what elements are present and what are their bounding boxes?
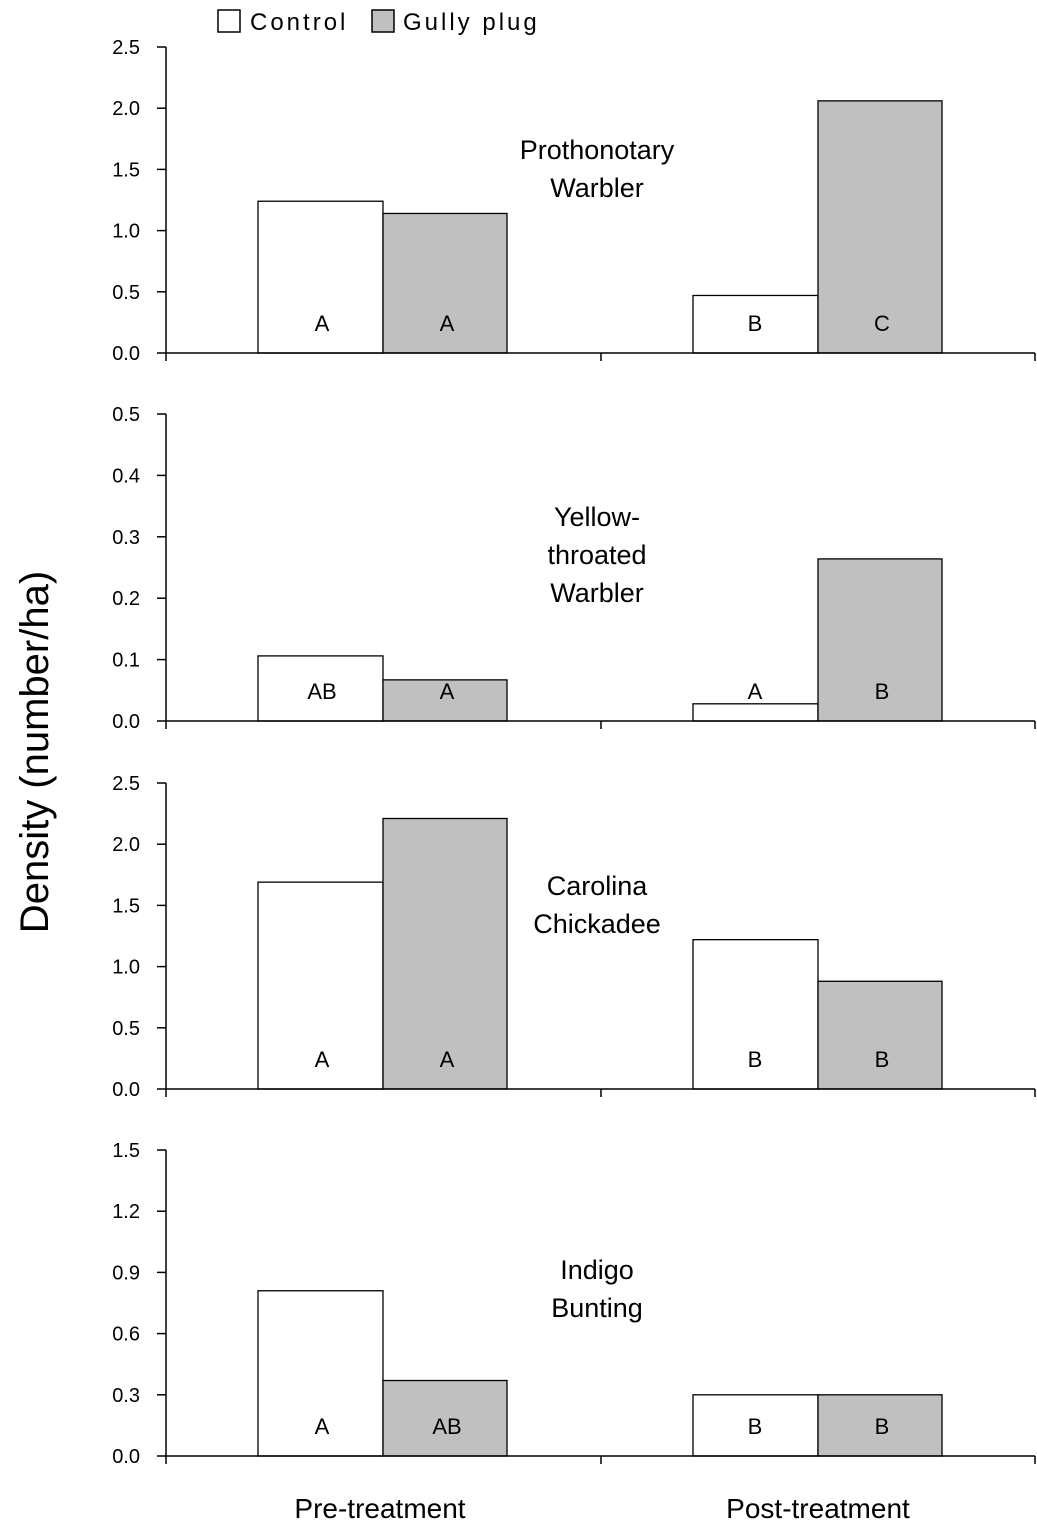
y-tick-label: 2.5 xyxy=(112,773,140,795)
x-category-label-pre: Pre-treatment xyxy=(294,1493,465,1524)
y-tick-label: 0.2 xyxy=(112,588,140,610)
bar-control-post xyxy=(692,294,819,354)
significance-letter: A xyxy=(315,1414,330,1439)
significance-letter: A xyxy=(440,311,455,336)
significance-letter: A xyxy=(748,679,763,704)
bar-control-pre xyxy=(257,655,384,722)
significance-letter: B xyxy=(748,1414,763,1439)
significance-letter: C xyxy=(874,311,890,336)
significance-letter: B xyxy=(748,1047,763,1072)
chart-panels: A BA C0.00.51.01.52.02.5ProthonotaryWarble… xyxy=(112,37,1036,1468)
significance-letter: A xyxy=(440,1047,455,1072)
significance-letter: AB xyxy=(307,679,336,704)
significance-letter: A xyxy=(315,1047,330,1072)
bar-gully-plug-pre xyxy=(382,212,508,354)
y-tick-label: 1.2 xyxy=(112,1201,140,1223)
bar-gully-plug-post xyxy=(817,558,943,722)
y-tick-label: 1.5 xyxy=(112,159,140,181)
species-label: Bunting xyxy=(551,1293,643,1323)
y-tick-label: 0.5 xyxy=(112,404,140,426)
bar-control-pre xyxy=(257,1290,384,1457)
y-tick-label: 1.0 xyxy=(112,957,140,979)
significance-letter: B xyxy=(748,311,763,336)
y-tick-label: 0.5 xyxy=(112,1018,140,1040)
y-tick-label: 0.3 xyxy=(112,527,140,549)
significance-letter: B xyxy=(875,1047,890,1072)
y-tick-label: 2.0 xyxy=(112,98,140,120)
bar-control-pre xyxy=(257,200,384,354)
legend-label-gully-plug: Gully plug xyxy=(403,9,540,36)
significance-letter: B xyxy=(875,679,890,704)
species-label: Yellow- xyxy=(554,502,640,532)
species-label: Warbler xyxy=(550,578,644,608)
species-label: Indigo xyxy=(560,1255,634,1285)
legend-swatch-gully-plug xyxy=(371,9,395,33)
x-category-label-post: Post-treatment xyxy=(726,1493,910,1524)
bar-control-post xyxy=(692,703,819,722)
significance-letter: A xyxy=(440,679,455,704)
y-axis-title: Density (number/ha) xyxy=(13,571,57,933)
chart-labels: Pre-treatment Post-treatment Density (numb… xyxy=(13,571,910,1524)
y-tick-label: 1.5 xyxy=(112,895,140,917)
y-tick-label: 2.5 xyxy=(112,37,140,59)
bar-gully-plug-pre xyxy=(382,817,508,1090)
species-label: Carolina xyxy=(547,871,649,901)
panel-2: AB AA B0.00.10.20.30.40.5Yellow-throatedWa… xyxy=(112,404,1036,733)
legend: Control Gully plug xyxy=(217,9,540,36)
y-tick-label: 0.3 xyxy=(112,1385,140,1407)
bar-control-pre xyxy=(257,881,384,1090)
species-label: throated xyxy=(547,540,646,570)
bar-gully-plug-post xyxy=(817,980,943,1090)
y-tick-label: 0.1 xyxy=(112,650,140,672)
y-tick-label: 0.6 xyxy=(112,1324,140,1346)
y-tick-label: 0.5 xyxy=(112,282,140,304)
y-tick-label: 0.9 xyxy=(112,1262,140,1284)
bar-gully-plug-post xyxy=(817,1394,943,1457)
significance-letter: AB xyxy=(432,1414,461,1439)
significance-letter: B xyxy=(875,1414,890,1439)
panel-1: A B A C 0.0 0.5 1.0 1.5 2.0 2.5 Prothonotary Warble… xyxy=(112,37,1036,365)
significance-letter: A xyxy=(315,311,330,336)
legend-swatch-control xyxy=(217,9,241,33)
y-tick-label: 1.5 xyxy=(112,1140,140,1162)
species-label: Chickadee xyxy=(533,909,661,939)
bar-gully-plug-post xyxy=(817,100,943,354)
bar-gully-plug-pre xyxy=(382,1379,508,1457)
y-tick-label: 0.0 xyxy=(112,343,140,365)
y-tick-label: 2.0 xyxy=(112,834,140,856)
y-tick-label: 0.4 xyxy=(112,465,140,487)
bar-gully-plug-pre xyxy=(382,679,508,722)
panel-3: A B A B 0.0 0.5 1.0 1.5 2.0 2.5 Carolina Chickadee xyxy=(112,773,1036,1101)
y-tick-label: 0.0 xyxy=(112,1079,140,1101)
y-tick-label: 0.0 xyxy=(112,711,140,733)
y-tick-label: 0.0 xyxy=(112,1446,140,1468)
species-label: Prothonotary xyxy=(520,135,675,165)
y-tick-label: 1.0 xyxy=(112,221,140,243)
legend-label-control: Control xyxy=(250,9,348,36)
species-label: Warbler xyxy=(550,173,644,203)
